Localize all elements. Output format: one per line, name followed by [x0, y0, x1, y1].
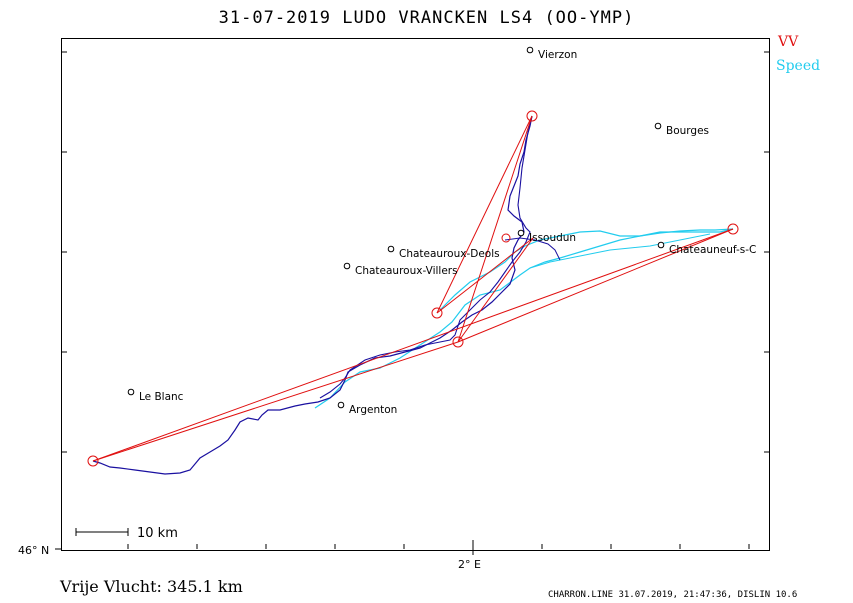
axis-ticks [55, 51, 769, 555]
town-argenton: Argenton [349, 404, 397, 416]
scale-bar [75, 528, 129, 536]
turnpoint-west [87, 455, 99, 467]
legend-vv: VV [778, 34, 799, 50]
lon-axis-label: 2° E [458, 558, 481, 571]
turnpoint-finish [452, 336, 464, 348]
turnpoint-issoudun [501, 233, 511, 243]
scale-label: 10 km [137, 526, 178, 541]
free-flight-distance: Vrije Vlucht: 345.1 km [60, 577, 243, 596]
town-markers [127, 46, 665, 409]
flight-track-return [319, 115, 533, 399]
task-legs [92, 115, 734, 462]
lat-axis-label: 46° N [18, 544, 50, 557]
turnpoints [87, 110, 739, 467]
town-le-blanc: Le Blanc [139, 391, 184, 403]
turnpoint-north [526, 110, 538, 122]
map-title: 31-07-2019 LUDO VRANCKEN LS4 (OO-YMP) [218, 8, 635, 28]
town-bourges: Bourges [666, 125, 709, 137]
speed-track [314, 228, 734, 409]
town-chateauneuf: Chateauneuf-s-C [669, 244, 756, 256]
footer-info: CHARRON.LINE 31.07.2019, 21:47:36, DISLI… [548, 590, 798, 600]
speed-track-3 [529, 233, 711, 269]
turnpoint-east [727, 223, 739, 235]
speed-track-2 [439, 228, 734, 311]
town-issoudun: Issoudun [529, 232, 576, 244]
town-chateauroux-villers: Chateauroux-Villers [355, 265, 458, 277]
flight-track-east [504, 237, 561, 261]
turnpoint-start [431, 307, 443, 319]
legend-speed: Speed [776, 58, 821, 74]
town-chateauroux-deols: Chateauroux-Deols [399, 248, 500, 260]
town-vierzon: Vierzon [538, 49, 577, 61]
flight-track [92, 115, 533, 475]
map-frame [61, 38, 770, 551]
